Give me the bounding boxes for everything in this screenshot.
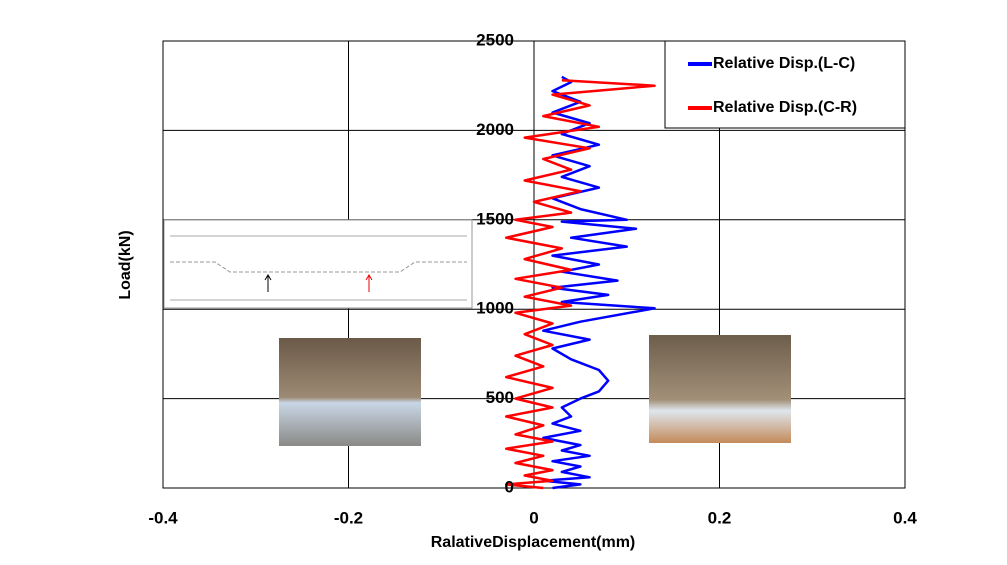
tendon [170, 261, 467, 273]
plot-lines [504, 75, 656, 490]
photo [279, 338, 421, 446]
series-line [504, 79, 656, 490]
x-tick-label: 0.2 [708, 508, 732, 527]
legend-box [664, 40, 906, 129]
x-tick-label: -0.4 [148, 508, 178, 527]
inset-frame [163, 219, 473, 309]
marker [365, 274, 373, 292]
inset-diagram [163, 219, 473, 309]
ticks: -0.4 -0.2 0 0.2 0.4 0 500 1000 1500 2000 2500 [148, 30, 917, 527]
legend-label: Relative Disp.(C-R) [713, 99, 857, 116]
series-line [542, 75, 656, 490]
y-tick-label: 1000 [476, 299, 514, 318]
marker [264, 274, 272, 292]
legend: Relative Disp.(L-C) Relative Disp.(C-R) [688, 55, 857, 116]
y-tick-label: 500 [486, 388, 514, 407]
x-axis-label: RalativeDisplacement(mm) [431, 534, 636, 551]
y-tick-label: 0 [505, 477, 514, 496]
y-axis-label: Load(kN) [117, 230, 134, 299]
y-tick-label: 2000 [476, 120, 514, 139]
legend-label: Relative Disp.(L-C) [713, 55, 855, 72]
y-tick-label: 2500 [476, 30, 514, 49]
photo [649, 335, 791, 443]
y-tick-label: 1500 [476, 209, 514, 228]
x-tick-label: 0 [529, 508, 538, 527]
x-tick-label: -0.2 [334, 508, 363, 527]
x-tick-label: 0.4 [893, 508, 917, 527]
